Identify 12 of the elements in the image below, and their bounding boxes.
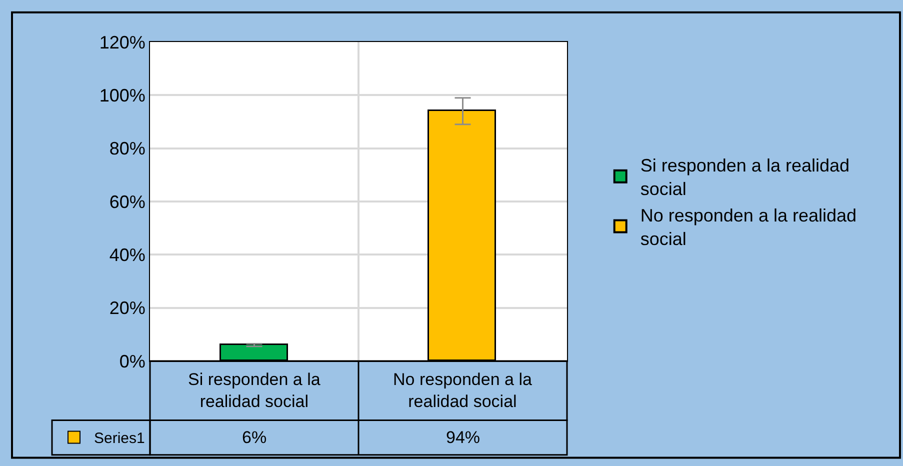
y-tick-label: 40% bbox=[109, 244, 146, 265]
text: 6% bbox=[242, 428, 267, 447]
category-label: Si responden a la realidad social bbox=[640, 156, 850, 200]
y-tick-label: 0% bbox=[119, 351, 146, 372]
y-tick-label: 60% bbox=[109, 192, 146, 212]
y-tick-label: 120% bbox=[99, 32, 146, 52]
category-label: No responden a la realidad social bbox=[640, 206, 857, 249]
legend-label: Series1 bbox=[94, 430, 145, 448]
text: 94% bbox=[446, 428, 480, 447]
y-tick-label: 100% bbox=[99, 85, 146, 106]
y-tick-label: 20% bbox=[109, 298, 146, 318]
y-tick-label: 80% bbox=[109, 138, 146, 159]
